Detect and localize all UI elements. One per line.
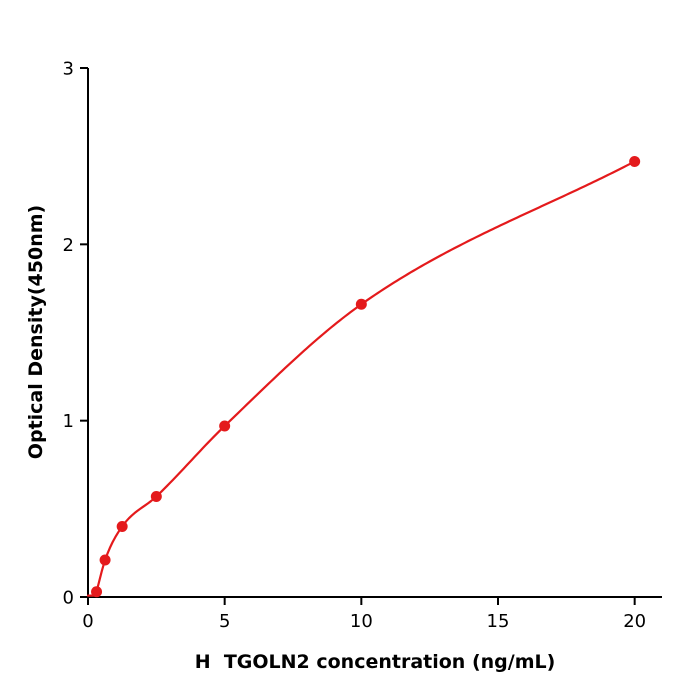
x-tick-label: 20 — [623, 611, 646, 632]
data-point — [629, 155, 641, 167]
y-tick-label: 1 — [63, 411, 74, 432]
data-point — [150, 490, 162, 502]
data-point — [219, 420, 231, 432]
y-tick-label: 2 — [63, 235, 74, 256]
x-tick-label: 15 — [487, 611, 510, 632]
fit-curve — [86, 160, 636, 597]
y-axis-label: Optical Density(450nm) — [25, 205, 47, 459]
data-point — [91, 586, 103, 598]
x-tick-label: 0 — [82, 611, 93, 632]
data-point — [99, 554, 111, 566]
data-point — [116, 520, 128, 532]
x-tick-label: 10 — [350, 611, 373, 632]
data-point — [355, 298, 367, 310]
y-tick-label: 0 — [63, 588, 74, 609]
x-tick-label: 5 — [219, 611, 230, 632]
plot-area: 0 5 10 15 20 0 1 2 3 — [63, 59, 662, 632]
x-axis-label: H TGOLN2 concentration (ng/mL) — [195, 651, 556, 673]
y-tick-label: 3 — [63, 59, 74, 80]
